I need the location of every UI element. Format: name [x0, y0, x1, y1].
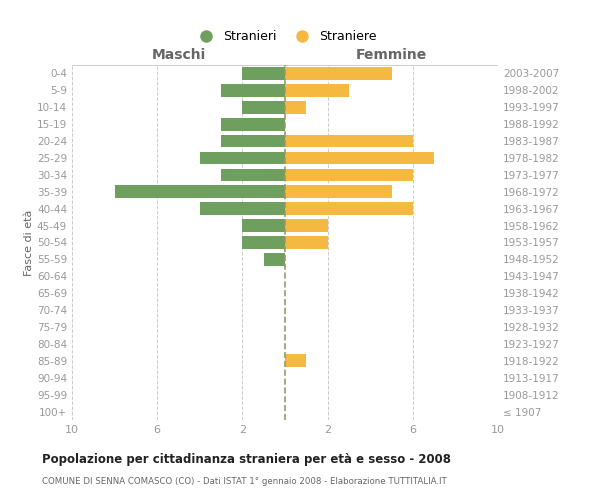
Bar	[221, 168, 285, 181]
Bar	[242, 236, 285, 249]
Text: Femmine: Femmine	[356, 48, 427, 62]
Bar	[242, 67, 285, 80]
Y-axis label: Fasce di età: Fasce di età	[24, 210, 34, 276]
Bar	[285, 134, 413, 147]
Text: Maschi: Maschi	[151, 48, 206, 62]
Bar	[200, 152, 285, 164]
Bar	[264, 253, 285, 266]
Bar	[285, 168, 413, 181]
Bar	[221, 84, 285, 96]
Bar	[285, 186, 392, 198]
Bar	[285, 84, 349, 96]
Legend: Stranieri, Straniere: Stranieri, Straniere	[188, 25, 382, 48]
Bar	[285, 152, 434, 164]
Bar	[221, 134, 285, 147]
Bar	[242, 220, 285, 232]
Bar	[285, 354, 307, 367]
Text: Popolazione per cittadinanza straniera per età e sesso - 2008: Popolazione per cittadinanza straniera p…	[42, 452, 451, 466]
Bar	[285, 236, 328, 249]
Bar	[221, 118, 285, 130]
Bar	[285, 220, 328, 232]
Bar	[285, 202, 413, 215]
Text: COMUNE DI SENNA COMASCO (CO) - Dati ISTAT 1° gennaio 2008 - Elaborazione TUTTITA: COMUNE DI SENNA COMASCO (CO) - Dati ISTA…	[42, 478, 447, 486]
Bar	[200, 202, 285, 215]
Bar	[242, 101, 285, 114]
Bar	[285, 101, 307, 114]
Y-axis label: Anni di nascita: Anni di nascita	[599, 201, 600, 284]
Bar	[115, 186, 285, 198]
Bar	[285, 67, 392, 80]
